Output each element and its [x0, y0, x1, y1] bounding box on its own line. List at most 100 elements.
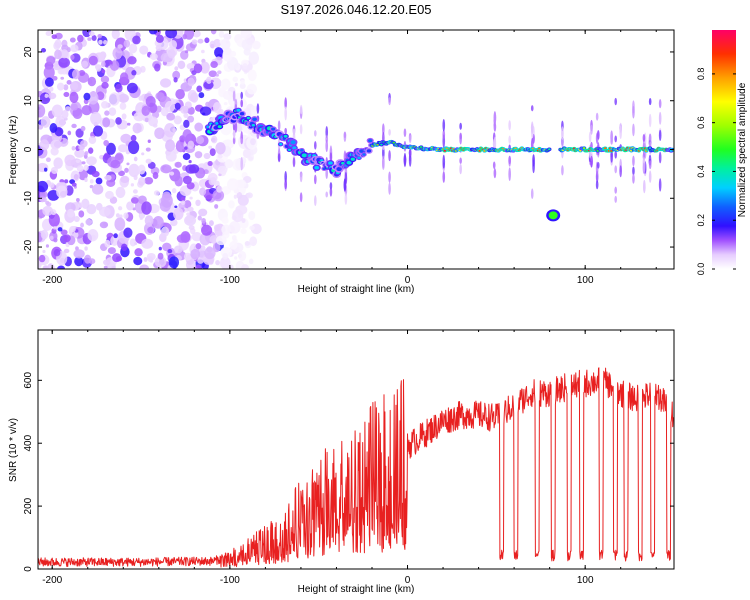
- streak-blob: [648, 160, 652, 170]
- noise-blob: [78, 69, 86, 76]
- noise-blob: [75, 246, 79, 251]
- noise-blob: [194, 151, 203, 159]
- noise-blob: [50, 166, 59, 174]
- noise-blob: [56, 82, 65, 91]
- noise-blob: [130, 134, 137, 142]
- noise-blob: [182, 175, 192, 185]
- noise-blob: [45, 244, 49, 248]
- streak-blob: [442, 129, 446, 140]
- track-core: [336, 166, 342, 172]
- track-core: [287, 148, 292, 152]
- noise-blob: [174, 66, 179, 71]
- noise-blob: [46, 56, 56, 65]
- noise-blob: [223, 247, 229, 254]
- noise-blob: [57, 116, 61, 121]
- noise-blob: [105, 190, 114, 200]
- noise-blob: [119, 72, 129, 83]
- noise-blob: [98, 39, 103, 45]
- y-tick-label: -20: [23, 239, 34, 254]
- noise-blob: [41, 197, 47, 203]
- noise-blob: [48, 212, 60, 228]
- spectrogram-y-axis-label: Frequency (Hz): [8, 116, 19, 185]
- track-core: [357, 156, 361, 160]
- streak-blob: [314, 174, 317, 185]
- noise-blob: [120, 133, 132, 144]
- noise-blob: [217, 70, 222, 75]
- noise-blob: [67, 130, 72, 136]
- streak-blob: [382, 159, 385, 170]
- noise-blob: [87, 91, 99, 105]
- streak-blob: [658, 178, 662, 192]
- noise-blob: [60, 76, 65, 80]
- noise-blob: [208, 258, 214, 265]
- streak-blob: [648, 113, 652, 128]
- noise-blob: [167, 249, 173, 254]
- noise-blob: [145, 95, 156, 108]
- track-core: [251, 123, 256, 127]
- noise-blob: [235, 92, 242, 100]
- noise-blob: [71, 123, 77, 129]
- noise-blob: [131, 70, 137, 76]
- noise-blob: [101, 100, 109, 109]
- noise-blob: [67, 208, 75, 218]
- noise-blob: [104, 239, 111, 248]
- noise-blob: [166, 112, 176, 121]
- noise-blob: [74, 256, 84, 267]
- noise-blob: [70, 81, 79, 91]
- track-core: [283, 134, 288, 138]
- noise-blob: [174, 205, 178, 209]
- noise-blob: [88, 31, 95, 37]
- noise-blob: [160, 226, 170, 237]
- noise-blob: [110, 235, 119, 246]
- noise-blob: [104, 110, 110, 116]
- noise-blob: [87, 229, 99, 242]
- streak-blob: [240, 138, 244, 145]
- noise-blob: [95, 65, 102, 72]
- noise-blob: [183, 112, 189, 118]
- noise-blob: [198, 208, 208, 217]
- noise-blob: [45, 30, 52, 36]
- noise-blob: [38, 104, 46, 118]
- noise-blob: [134, 242, 138, 246]
- noise-blob: [186, 212, 191, 217]
- streak-blob: [619, 165, 622, 178]
- noise-blob: [141, 152, 145, 156]
- streak-blob: [388, 97, 391, 106]
- noise-blob: [49, 235, 54, 240]
- noise-blob: [190, 92, 199, 103]
- noise-blob: [203, 152, 211, 160]
- noise-blob: [220, 38, 231, 50]
- noise-blob: [155, 92, 165, 101]
- streak-blob: [299, 104, 303, 115]
- noise-blob: [101, 82, 109, 89]
- streak-blob: [325, 125, 329, 139]
- streak-blob: [299, 124, 303, 135]
- noise-blob: [175, 88, 185, 100]
- track-core: [362, 153, 366, 156]
- streak-blob: [325, 167, 329, 179]
- streak-blob: [530, 121, 534, 134]
- noise-blob: [199, 187, 207, 196]
- streak-blob: [508, 120, 511, 131]
- noise-blob: [88, 147, 94, 154]
- track-core: [582, 147, 586, 150]
- streak-blob: [658, 111, 662, 125]
- noise-blob: [87, 76, 97, 87]
- noise-blob: [147, 226, 154, 234]
- noise-blob: [39, 139, 50, 151]
- noise-blob: [46, 201, 52, 207]
- noise-blob: [90, 111, 102, 126]
- streak-blob: [530, 188, 534, 200]
- noise-blob: [234, 82, 238, 87]
- noise-blob: [141, 238, 154, 249]
- streak-blob: [442, 154, 446, 169]
- streak-blob: [284, 127, 287, 135]
- noise-blob: [63, 234, 71, 243]
- streak-blob: [314, 141, 317, 150]
- y-tick-label: 0: [23, 146, 34, 152]
- streak-blob: [493, 111, 497, 125]
- noise-blob: [248, 210, 256, 221]
- noise-blob: [73, 215, 80, 223]
- noise-blob: [48, 92, 57, 100]
- noise-blob: [38, 180, 49, 193]
